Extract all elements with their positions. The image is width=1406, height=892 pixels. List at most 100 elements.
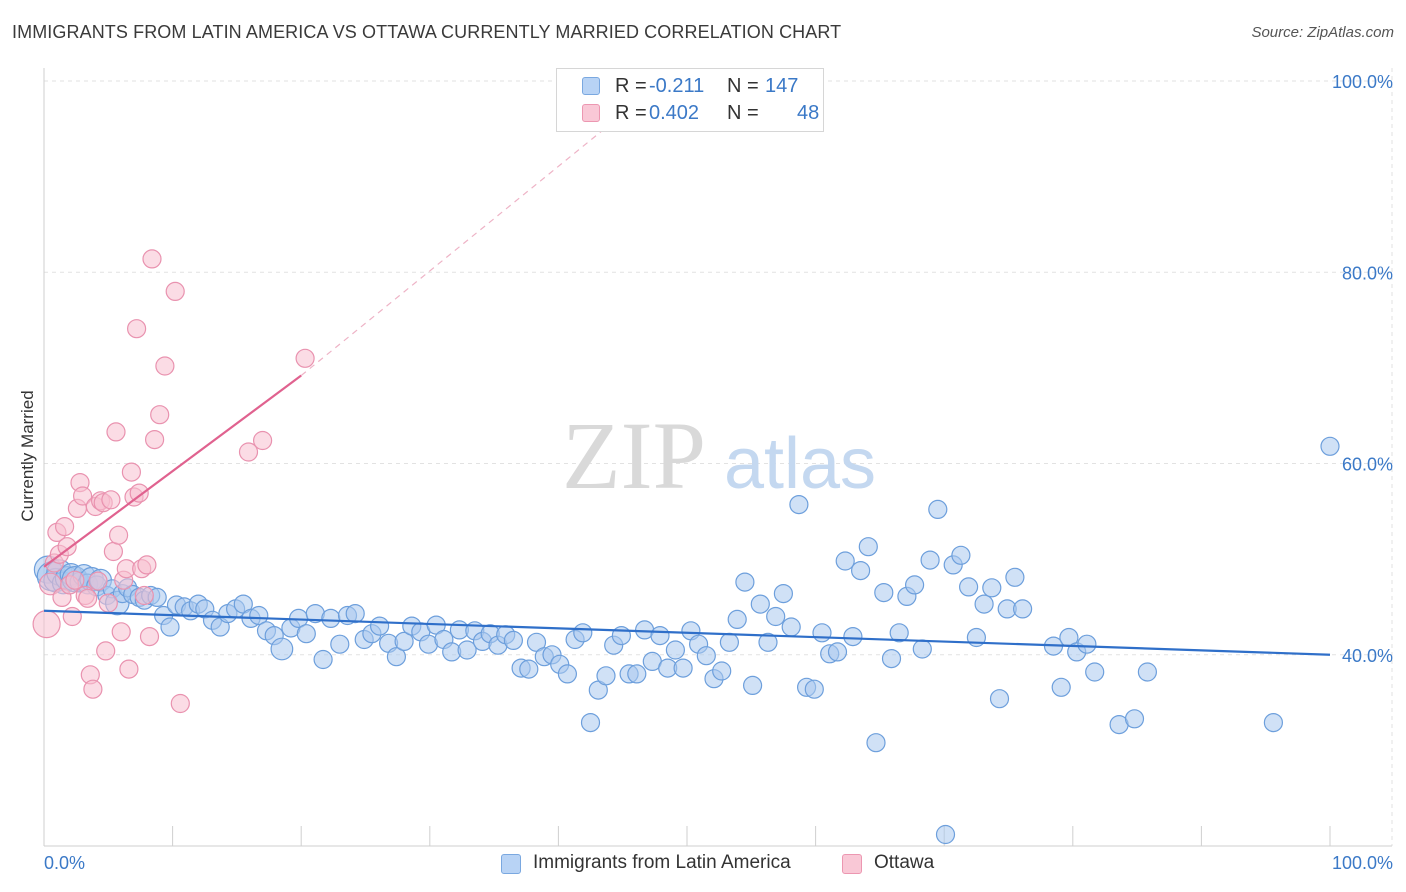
point-immigrants (370, 616, 390, 636)
point-immigrants (386, 647, 406, 667)
point-ottawa (170, 693, 190, 714)
point-ottawa (253, 430, 273, 451)
legend-n-label: N = (727, 75, 759, 97)
point-immigrants (330, 634, 350, 654)
gridlines (44, 68, 1393, 846)
watermark-atlas: atlas (724, 424, 876, 504)
point-ottawa (165, 281, 185, 301)
point-immigrants (596, 666, 616, 686)
point-immigrants (928, 499, 948, 519)
point-ottawa (155, 356, 175, 376)
point-immigrants (812, 623, 832, 643)
point-ottawa (127, 319, 147, 339)
point-immigrants (345, 603, 365, 624)
point-immigrants (742, 675, 763, 696)
legend-n-value: 48 (797, 102, 820, 124)
trend-extension-ottawa (300, 118, 617, 376)
source-credit: Source: ZipAtlas.com (1251, 24, 1394, 41)
point-ottawa (295, 348, 315, 368)
point-immigrants (727, 609, 747, 630)
point-immigrants (457, 640, 477, 660)
point-ottawa (121, 462, 141, 482)
point-ottawa (119, 659, 139, 679)
point-immigrants (296, 624, 316, 644)
point-immigrants (673, 658, 693, 678)
legend-label: Immigrants from Latin America (533, 852, 791, 873)
point-immigrants (719, 632, 740, 652)
point-immigrants (665, 640, 686, 660)
legend-swatch-blue (582, 77, 600, 95)
point-ottawa (137, 555, 157, 575)
point-immigrants (951, 545, 971, 565)
point-immigrants (735, 572, 755, 592)
point-immigrants (958, 577, 979, 597)
point-ottawa (57, 537, 77, 557)
point-immigrants (696, 646, 716, 666)
legend-label: Ottawa (874, 852, 935, 873)
y-tick-label: 40.0% (1342, 646, 1393, 666)
correlation-legend: R = -0.211 N = 147 R = 0.402 N = 48 (556, 68, 824, 132)
point-immigrants (989, 689, 1010, 709)
point-immigrants (866, 733, 886, 753)
chart-title: IMMIGRANTS FROM LATIN AMERICA VS OTTAWA … (12, 22, 842, 42)
point-immigrants (827, 642, 848, 662)
legend-swatch-pink (842, 854, 862, 874)
point-immigrants (982, 578, 1002, 598)
point-ottawa (108, 525, 129, 545)
point-immigrants (804, 679, 824, 699)
point-ottawa (129, 483, 149, 503)
point-ottawa (139, 626, 160, 647)
series-ottawa (32, 249, 315, 714)
legend-r-value: 0.402 (649, 102, 700, 124)
point-immigrants (394, 631, 414, 652)
point-immigrants (843, 626, 863, 647)
point-immigrants (874, 582, 894, 603)
point-immigrants (781, 617, 801, 637)
point-immigrants (1320, 436, 1340, 456)
point-ottawa (65, 570, 85, 590)
point-immigrants (889, 623, 909, 643)
y-tick-label: 60.0% (1342, 455, 1393, 475)
point-ottawa (32, 609, 61, 639)
point-immigrants (321, 608, 341, 629)
point-ottawa (238, 442, 259, 462)
point-ottawa (134, 585, 154, 606)
point-ottawa (62, 606, 82, 627)
point-ottawa (103, 541, 124, 562)
legend-swatch-blue (501, 854, 521, 874)
legend-r-label: R = (615, 102, 647, 124)
point-ottawa (54, 516, 75, 537)
point-immigrants (573, 623, 593, 643)
legend-r-value: -0.211 (649, 75, 705, 97)
legend-n-value: 147 (765, 75, 799, 97)
point-ottawa (88, 571, 108, 591)
point-ottawa (142, 249, 162, 269)
trend-line-ottawa (43, 374, 302, 568)
point-immigrants (650, 625, 670, 646)
point-ottawa (145, 430, 165, 450)
point-ottawa (83, 679, 103, 699)
point-immigrants (1124, 709, 1145, 729)
point-immigrants (920, 550, 940, 570)
point-immigrants (974, 594, 994, 614)
point-immigrants (1085, 662, 1105, 682)
point-immigrants (858, 537, 878, 557)
point-immigrants (249, 605, 269, 626)
point-ottawa (101, 490, 121, 510)
point-immigrants (1051, 677, 1071, 697)
point-immigrants (1263, 712, 1284, 733)
point-immigrants (789, 495, 809, 515)
point-immigrants (1077, 634, 1097, 654)
point-ottawa (96, 641, 116, 661)
point-immigrants (1012, 599, 1033, 619)
legend-r-label: R = (615, 75, 647, 97)
y-tick-label: 100.0% (1332, 72, 1393, 92)
point-immigrants (519, 659, 539, 679)
point-immigrants (904, 575, 925, 595)
point-immigrants (773, 583, 794, 604)
point-immigrants (912, 639, 932, 659)
y-tick-label: 80.0% (1342, 263, 1393, 283)
point-ottawa (98, 593, 118, 613)
point-immigrants (313, 649, 333, 670)
